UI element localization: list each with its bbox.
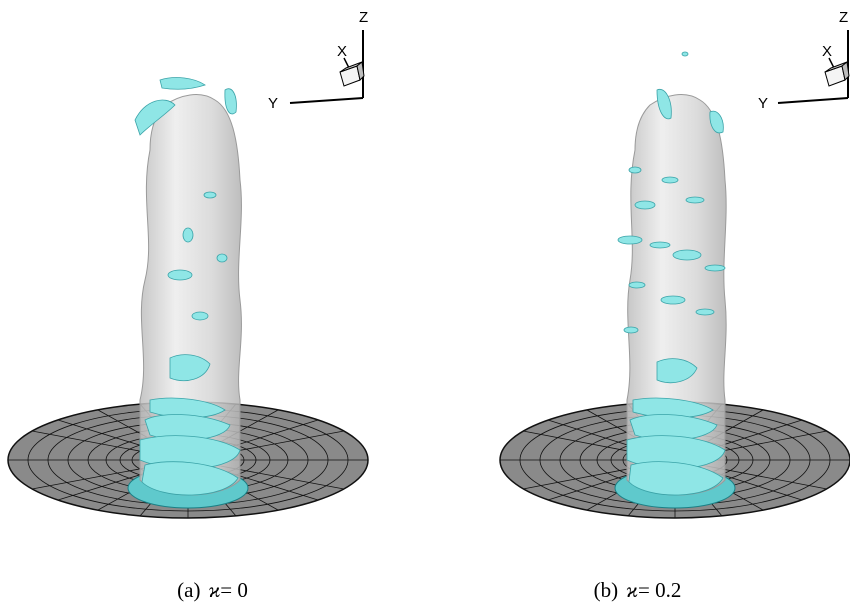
axis-label-y: Y xyxy=(758,95,768,112)
isosurface-blobs-b xyxy=(617,51,726,496)
axis-label-x: X xyxy=(337,43,347,60)
axis-triad-a: Z X Y xyxy=(268,9,368,112)
kappa-symbol: ϰ xyxy=(626,578,638,602)
panel-b: Z X Y (b) ϰ= 0.2 xyxy=(425,0,850,605)
caption-value: = 0.2 xyxy=(637,578,682,602)
caption-value: = 0 xyxy=(220,578,248,602)
vortex-render-a: Z X Y xyxy=(7,9,369,519)
axis-label-y: Y xyxy=(268,95,278,112)
panel-a: Z X Y (a) ϰ= 0 xyxy=(0,9,425,603)
kappa-symbol: ϰ xyxy=(208,578,221,602)
axis-label-z: Z xyxy=(839,9,848,26)
axis-label-z: Z xyxy=(359,9,368,26)
vortex-render-b: Z X Y xyxy=(499,9,850,519)
caption-a: (a) ϰ= 0 xyxy=(0,578,425,603)
isosurface-blobs-a xyxy=(134,77,241,496)
axis-triad-b: Z X Y xyxy=(758,9,850,112)
caption-b: (b) ϰ= 0.2 xyxy=(425,578,850,603)
caption-label: (a) xyxy=(177,578,201,602)
axis-label-x: X xyxy=(822,43,832,60)
vortex-column-b xyxy=(626,94,727,496)
caption-label: (b) xyxy=(593,578,619,602)
